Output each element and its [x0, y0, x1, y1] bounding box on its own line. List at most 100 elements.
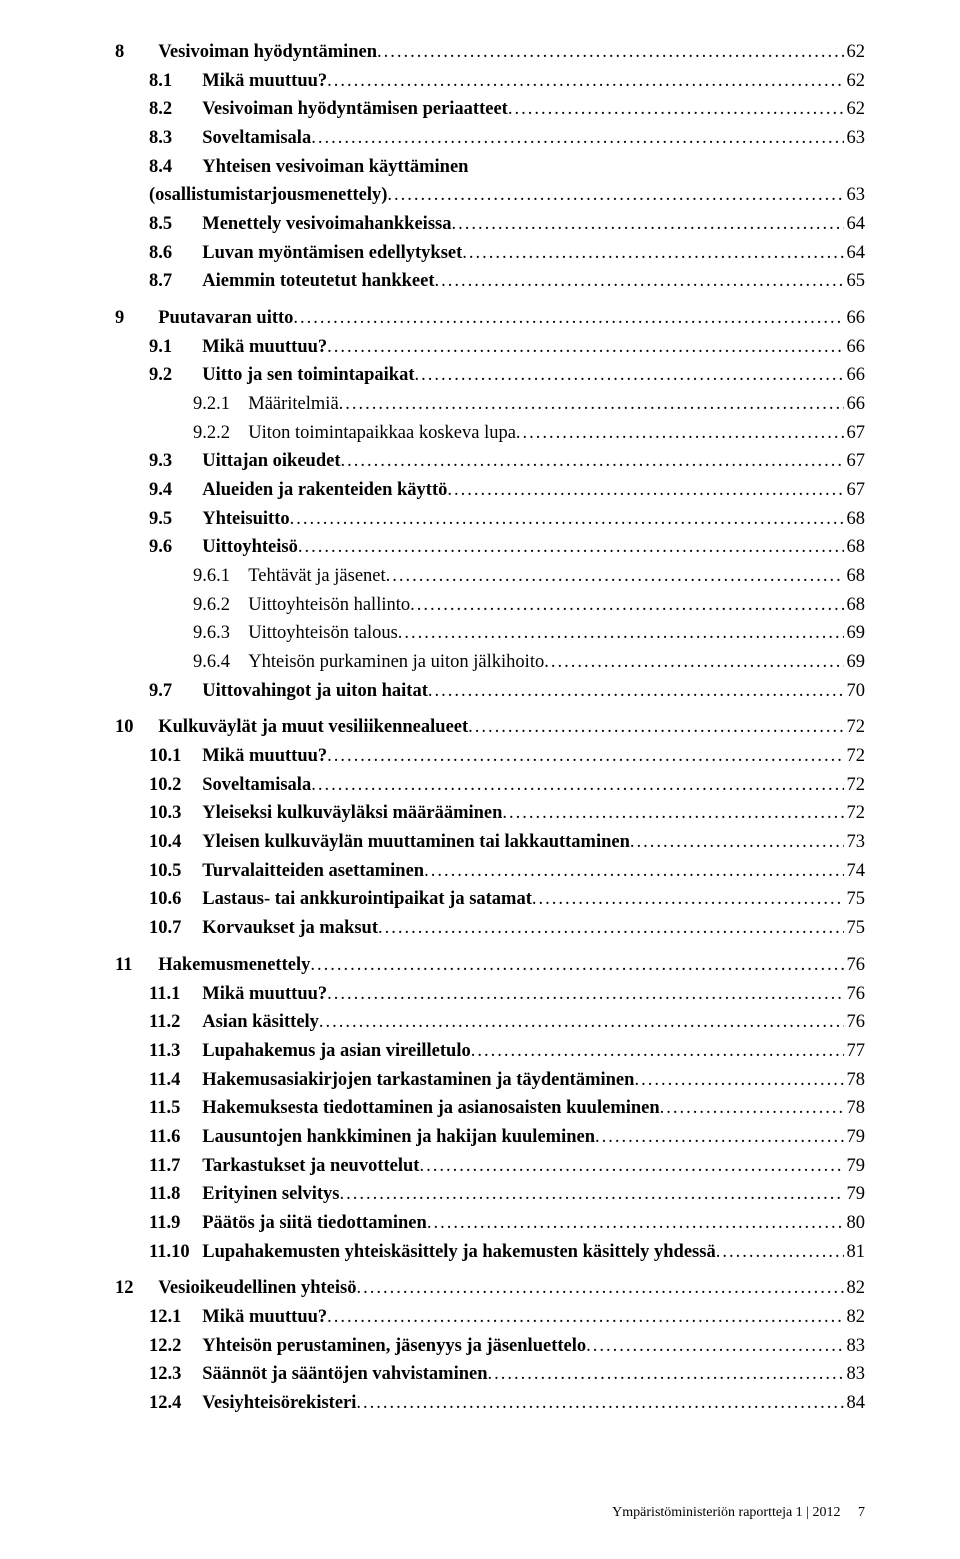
- toc-page: 76: [844, 980, 866, 1009]
- toc-title: Lupahakemusten yhteiskäsittely ja hakemu…: [202, 1238, 715, 1267]
- toc-title: Turvalaitteiden asettaminen: [202, 857, 424, 886]
- toc-title: Lupahakemus ja asian vireilletulo: [202, 1037, 470, 1066]
- toc-entry: 11.6Lausuntojen hankkiminen ja hakijan k…: [115, 1123, 865, 1152]
- toc-leader: [595, 1123, 844, 1152]
- toc-entry: 9.1Mikä muuttuu?66: [115, 333, 865, 362]
- toc-number: 8.2: [149, 95, 193, 124]
- toc-title: Menettely vesivoimahankkeissa: [202, 210, 451, 239]
- toc-number: 12.1: [149, 1303, 193, 1332]
- toc-title: Asian käsittely: [202, 1008, 319, 1037]
- toc-page: 73: [844, 828, 866, 857]
- toc-leader: [488, 1360, 844, 1389]
- toc-page: 75: [844, 914, 866, 943]
- toc-title: Soveltamisala: [202, 124, 311, 153]
- toc-leader: [378, 914, 843, 943]
- toc-number: 9.6.3: [193, 619, 239, 648]
- toc-leader: [419, 1152, 843, 1181]
- toc-entry: 8Vesivoiman hyödyntäminen62: [115, 38, 865, 67]
- toc-number: 12.4: [149, 1389, 193, 1418]
- toc-title: Aiemmin toteutetut hankkeet: [202, 267, 434, 296]
- toc-page: 83: [844, 1332, 866, 1361]
- toc-page: 76: [844, 1008, 866, 1037]
- toc-number: 11.1: [149, 980, 193, 1009]
- toc-number: 9.7: [149, 677, 193, 706]
- toc-leader: [532, 885, 844, 914]
- toc-entry: 8.4Yhteisen vesivoiman käyttäminen: [115, 153, 865, 182]
- toc-number: 9.2.1: [193, 390, 239, 419]
- toc-leader: [339, 390, 844, 419]
- toc-entry: 12.3Säännöt ja sääntöjen vahvistaminen83: [115, 1360, 865, 1389]
- toc-number: 9.2.2: [193, 419, 239, 448]
- toc-title: Lausuntojen hankkiminen ja hakijan kuule…: [202, 1123, 595, 1152]
- toc-page: 81: [844, 1238, 866, 1267]
- toc-page: 66: [844, 361, 866, 390]
- toc-leader: [630, 828, 844, 857]
- toc-page: 75: [844, 885, 866, 914]
- toc-page: 69: [844, 648, 866, 677]
- toc-page: 77: [844, 1037, 866, 1066]
- toc-number: 10.7: [149, 914, 193, 943]
- toc-entry: 12.4Vesiyhteisörekisteri84: [115, 1389, 865, 1418]
- toc-title: Uittovahingot ja uiton haitat: [202, 677, 428, 706]
- toc-leader: [386, 562, 844, 591]
- toc-number: 9.6.1: [193, 562, 239, 591]
- toc-number: 8.1: [149, 67, 193, 96]
- page-footer: Ympäristöministeriön raportteja 1 | 2012…: [612, 1505, 865, 1521]
- toc-entry: 10.4Yleisen kulkuväylän muuttaminen tai …: [115, 828, 865, 857]
- toc-number: 10.5: [149, 857, 193, 886]
- toc-number: 9.3: [149, 447, 193, 476]
- toc-entry: 8.6Luvan myöntämisen edellytykset64: [115, 239, 865, 268]
- footer-text: Ympäristöministeriön raportteja 1 | 2012: [612, 1505, 840, 1520]
- toc-title: Mikä muuttuu?: [202, 742, 327, 771]
- toc-leader: [341, 447, 844, 476]
- toc-page: 62: [844, 95, 866, 124]
- toc-entry: 11.8Erityinen selvitys79: [115, 1180, 865, 1209]
- toc-page: 68: [844, 591, 866, 620]
- toc-leader: [451, 210, 843, 239]
- toc-entry: 11.1Mikä muuttuu?76: [115, 980, 865, 1009]
- toc-number: 11.9: [149, 1209, 193, 1238]
- toc-title: Yhteisön perustaminen, jäsenyys ja jäsen…: [202, 1332, 586, 1361]
- toc-leader: [427, 1209, 844, 1238]
- toc-page: 68: [844, 533, 866, 562]
- toc-title: Uittoyhteisö: [202, 533, 298, 562]
- toc-entry: 10.3Yleiseksi kulkuväyläksi määrääminen7…: [115, 799, 865, 828]
- toc-page: 72: [844, 713, 866, 742]
- toc-number: 9.6: [149, 533, 193, 562]
- toc-number: 12: [115, 1274, 149, 1303]
- toc-title: Uittajan oikeudet: [202, 447, 340, 476]
- toc-leader: [290, 505, 844, 534]
- toc-leader: [415, 361, 844, 390]
- toc-entry: 11.9 Päätös ja siitä tiedottaminen 80: [115, 1209, 865, 1238]
- toc-page: 66: [844, 333, 866, 362]
- toc-leader: [310, 951, 843, 980]
- toc-number: 11.2: [149, 1008, 193, 1037]
- toc-leader: [327, 980, 843, 1009]
- toc-title: Vesioikeudellinen yhteisö: [158, 1274, 356, 1303]
- toc-entry: 9.7Uittovahingot ja uiton haitat70: [115, 677, 865, 706]
- toc-title: Päätös ja siitä tiedottaminen: [202, 1209, 427, 1238]
- toc-leader: [387, 181, 843, 210]
- toc-leader: [468, 713, 843, 742]
- toc-leader: [516, 419, 844, 448]
- toc-number: 8.6: [149, 239, 193, 268]
- toc-page: 80: [844, 1209, 866, 1238]
- toc-entry: 9.5Yhteisuitto68: [115, 505, 865, 534]
- toc-page: 64: [844, 210, 866, 239]
- toc-title: Kulkuväylät ja muut vesiliikennealueet: [158, 713, 468, 742]
- toc-page: 82: [844, 1303, 866, 1332]
- toc-title: Yleisen kulkuväylän muuttaminen tai lakk…: [202, 828, 630, 857]
- toc-entry: 9.6.1Tehtävät ja jäsenet68: [115, 562, 865, 591]
- toc-entry: (osallistumistarjousmenettely)63: [115, 181, 865, 210]
- toc-leader: [586, 1332, 843, 1361]
- toc-leader: [508, 95, 844, 124]
- toc-title: Mikä muuttuu?: [202, 1303, 327, 1332]
- toc-leader: [462, 239, 843, 268]
- toc-entry: 9.6 Uittoyhteisö 68: [115, 533, 865, 562]
- toc-title: Korvaukset ja maksut: [202, 914, 378, 943]
- toc-entry: 10Kulkuväylät ja muut vesiliikennealueet…: [115, 713, 865, 742]
- toc-page: 79: [844, 1180, 866, 1209]
- toc-title: Yhteisön purkaminen ja uiton jälkihoito: [248, 648, 544, 677]
- toc-leader: [311, 771, 843, 800]
- toc-entry: 11.10Lupahakemusten yhteiskäsittely ja h…: [115, 1238, 865, 1267]
